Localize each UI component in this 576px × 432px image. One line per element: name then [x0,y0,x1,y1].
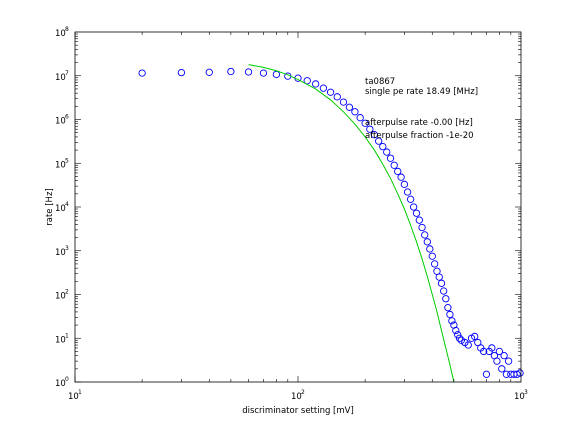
data-point [446,310,454,319]
data-point [430,260,439,268]
data-point [406,195,415,203]
data-point [177,68,186,77]
fit-curve [248,64,455,383]
data-point [356,114,364,122]
data-point [339,98,348,106]
x-tick-label: 10 [514,392,525,402]
x-tick-exponent: 1 [78,389,82,396]
data-point [418,223,426,232]
data-point [366,125,374,133]
data-point [227,67,235,76]
data-point [428,252,436,260]
data-point [444,304,452,312]
y-tick-exponent: 0 [65,376,69,383]
data-point [319,84,328,92]
y-tick-label: 10 [55,73,66,83]
data-point [138,69,146,77]
data-point [495,347,504,356]
data-point [464,341,472,349]
data-point [504,357,513,365]
data-point [345,103,354,111]
data-point [516,369,524,377]
y-tick-exponent: 8 [65,26,69,33]
data-point [498,365,506,373]
data-point [482,370,491,378]
single-pe-rate-annotation: single pe rate 18.49 [MHz] [365,87,478,97]
data-point [403,188,412,196]
data-point [397,173,405,181]
data-point [452,326,460,335]
data-point [375,137,383,145]
data-point [312,80,320,88]
data-point [383,148,391,156]
data-point [442,295,450,303]
data-point [415,216,423,224]
data-point [479,347,488,356]
data-point [488,344,496,352]
x-tick-exponent: 2 [301,389,305,396]
y-tick-exponent: 2 [65,289,69,296]
y-tick-exponent: 5 [65,157,69,164]
data-point [437,279,446,287]
y-tick-label: 10 [55,29,66,39]
data-point [400,180,409,188]
data-point [457,336,465,344]
data-point [474,338,482,347]
afterpulse-rate-annotation: afterpulse rate -0.00 [Hz] [365,118,473,128]
y-axis-label: rate [Hz] [45,188,55,225]
afterpulse-fraction-annotation: afterpulse fraction -1e-20 [365,131,474,141]
x-tick-label: 10 [68,392,79,402]
y-tick-label: 10 [55,204,66,214]
x-tick-label: 10 [291,392,302,402]
y-tick-label: 10 [55,117,66,127]
data-point [326,88,335,96]
data-point [351,108,359,116]
data-point [502,370,511,378]
x-axis-label: discriminator setting [mV] [242,406,354,416]
data-point [361,119,369,127]
data-point [440,287,448,295]
data-point [244,68,253,76]
tube-id-annotation: ta0867 [365,77,395,87]
x-tick-exponent: 3 [524,389,528,396]
data-point [333,93,341,101]
y-tick-exponent: 3 [65,245,69,252]
data-point [205,68,213,76]
y-tick-exponent: 6 [65,114,69,121]
y-tick-label: 10 [55,335,66,345]
data-point [370,131,379,139]
y-tick-exponent: 4 [65,201,69,208]
data-point [435,273,443,281]
data-point [412,209,421,217]
data-point [493,357,501,365]
data-point [454,331,462,339]
data-point [386,154,395,162]
y-tick-exponent: 1 [65,332,69,339]
data-point [259,69,268,77]
data-point [421,231,429,239]
data-point [423,238,431,246]
data-point [471,332,479,341]
y-tick-label: 10 [55,379,66,389]
y-tick-exponent: 7 [65,70,69,77]
y-tick-label: 10 [55,160,66,170]
y-tick-label: 10 [55,248,66,258]
data-point [390,161,398,169]
data-point [500,352,508,360]
data-point [448,317,456,325]
data-point [409,203,418,211]
data-point [426,245,434,253]
y-tick-label: 10 [55,292,66,302]
data-point [455,334,464,342]
data-point [394,167,402,176]
data-point [379,142,387,151]
